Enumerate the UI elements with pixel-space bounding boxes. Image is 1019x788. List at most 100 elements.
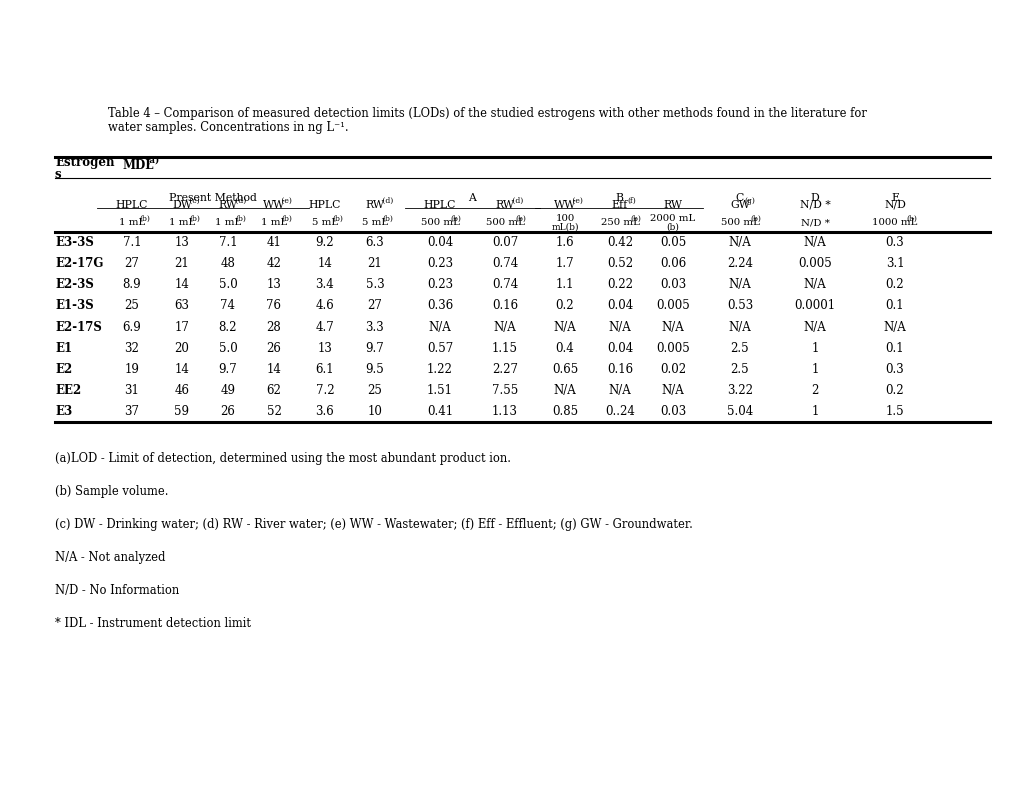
Text: 100: 100 — [554, 214, 574, 223]
Text: 1: 1 — [810, 405, 818, 418]
Text: 0.1: 0.1 — [884, 342, 904, 355]
Text: (b): (b) — [190, 214, 201, 222]
Text: 500 mL: 500 mL — [420, 218, 459, 227]
Text: RW: RW — [495, 199, 514, 210]
Text: B: B — [614, 192, 623, 203]
Text: Table 4 – Comparison of measured detection limits (LODs) of the studied estrogen: Table 4 – Comparison of measured detecti… — [108, 107, 866, 120]
Text: (b): (b) — [281, 214, 292, 222]
Text: 5.04: 5.04 — [727, 405, 752, 418]
Text: 2.5: 2.5 — [730, 362, 749, 376]
Text: (d): (d) — [510, 196, 523, 205]
Text: 13: 13 — [317, 342, 332, 355]
Text: 41: 41 — [266, 236, 281, 249]
Text: (b): (b) — [665, 223, 679, 232]
Text: DW: DW — [172, 199, 192, 210]
Text: 0.36: 0.36 — [427, 299, 452, 312]
Text: 25: 25 — [367, 384, 382, 397]
Text: 26: 26 — [220, 405, 235, 418]
Text: 21: 21 — [174, 257, 190, 270]
Text: 52: 52 — [266, 405, 281, 418]
Text: N/A: N/A — [608, 384, 631, 397]
Text: 0.1: 0.1 — [884, 299, 904, 312]
Text: 2: 2 — [810, 384, 818, 397]
Text: 5.0: 5.0 — [218, 278, 237, 292]
Text: 1.22: 1.22 — [427, 362, 452, 376]
Text: RW: RW — [365, 199, 384, 210]
Text: 14: 14 — [174, 278, 190, 292]
Text: C: C — [735, 192, 744, 203]
Text: Eff: Eff — [611, 199, 628, 210]
Text: N/A: N/A — [428, 321, 451, 333]
Text: (f): (f) — [627, 196, 635, 205]
Text: 14: 14 — [317, 257, 332, 270]
Text: 0.74: 0.74 — [491, 257, 518, 270]
Text: 3.6: 3.6 — [315, 405, 334, 418]
Text: (c): (c) — [186, 196, 199, 205]
Text: mL(b): mL(b) — [550, 223, 578, 232]
Text: 6.9: 6.9 — [122, 321, 142, 333]
Text: (d): (d) — [232, 196, 246, 205]
Text: 20: 20 — [174, 342, 190, 355]
Text: 0.23: 0.23 — [427, 257, 452, 270]
Text: (b): (b) — [140, 214, 151, 222]
Text: 1000 mL: 1000 mL — [871, 218, 917, 227]
Text: (b): (b) — [515, 214, 526, 222]
Text: WW: WW — [553, 199, 576, 210]
Text: 31: 31 — [124, 384, 140, 397]
Text: 0.74: 0.74 — [491, 278, 518, 292]
Text: (c) DW - Drinking water; (d) RW - River water; (e) WW - Wastewater; (f) Eff - Ef: (c) DW - Drinking water; (d) RW - River … — [55, 518, 692, 531]
Text: N/A: N/A — [803, 236, 825, 249]
Text: 0.2: 0.2 — [884, 278, 904, 292]
Text: N/A: N/A — [728, 321, 751, 333]
Text: E2-3S: E2-3S — [55, 278, 94, 292]
Text: N/A: N/A — [728, 278, 751, 292]
Text: 0.16: 0.16 — [606, 362, 633, 376]
Text: 9.2: 9.2 — [315, 236, 334, 249]
Text: 17: 17 — [174, 321, 190, 333]
Text: 3.1: 3.1 — [884, 257, 904, 270]
Text: 6.3: 6.3 — [365, 236, 384, 249]
Text: D: D — [810, 192, 818, 203]
Text: 26: 26 — [266, 342, 281, 355]
Text: 59: 59 — [174, 405, 190, 418]
Text: 27: 27 — [367, 299, 382, 312]
Text: 0.22: 0.22 — [606, 278, 633, 292]
Text: RW: RW — [662, 199, 682, 210]
Text: 19: 19 — [124, 362, 140, 376]
Text: 0.07: 0.07 — [491, 236, 518, 249]
Text: 7.2: 7.2 — [315, 384, 334, 397]
Text: 0..24: 0..24 — [604, 405, 634, 418]
Text: HPLC: HPLC — [116, 199, 148, 210]
Text: 0.2: 0.2 — [555, 299, 574, 312]
Text: E2: E2 — [55, 362, 72, 376]
Text: 4.7: 4.7 — [315, 321, 334, 333]
Text: E2-17G: E2-17G — [55, 257, 103, 270]
Text: 0.65: 0.65 — [551, 362, 578, 376]
Text: 1 mL: 1 mL — [169, 218, 195, 227]
Text: 0.2: 0.2 — [884, 384, 904, 397]
Text: N/A: N/A — [608, 321, 631, 333]
Text: 13: 13 — [266, 278, 281, 292]
Text: 0.85: 0.85 — [551, 405, 578, 418]
Text: (b): (b) — [630, 214, 641, 222]
Text: 1.1: 1.1 — [555, 278, 574, 292]
Text: 76: 76 — [266, 299, 281, 312]
Text: 48: 48 — [220, 257, 235, 270]
Text: 0.4: 0.4 — [555, 342, 574, 355]
Text: 62: 62 — [266, 384, 281, 397]
Text: 3.3: 3.3 — [365, 321, 384, 333]
Text: 0.03: 0.03 — [659, 278, 686, 292]
Text: (b): (b) — [750, 214, 760, 222]
Text: 6.1: 6.1 — [315, 362, 334, 376]
Text: 28: 28 — [266, 321, 281, 333]
Text: (e): (e) — [569, 196, 582, 205]
Text: HPLC: HPLC — [424, 199, 455, 210]
Text: E1-3S: E1-3S — [55, 299, 94, 312]
Text: N/A: N/A — [493, 321, 516, 333]
Text: 0.04: 0.04 — [606, 299, 633, 312]
Text: 1.5: 1.5 — [884, 405, 904, 418]
Text: 1.13: 1.13 — [491, 405, 518, 418]
Text: 4.6: 4.6 — [315, 299, 334, 312]
Text: N/A: N/A — [661, 321, 684, 333]
Text: Present Method: Present Method — [169, 192, 257, 203]
